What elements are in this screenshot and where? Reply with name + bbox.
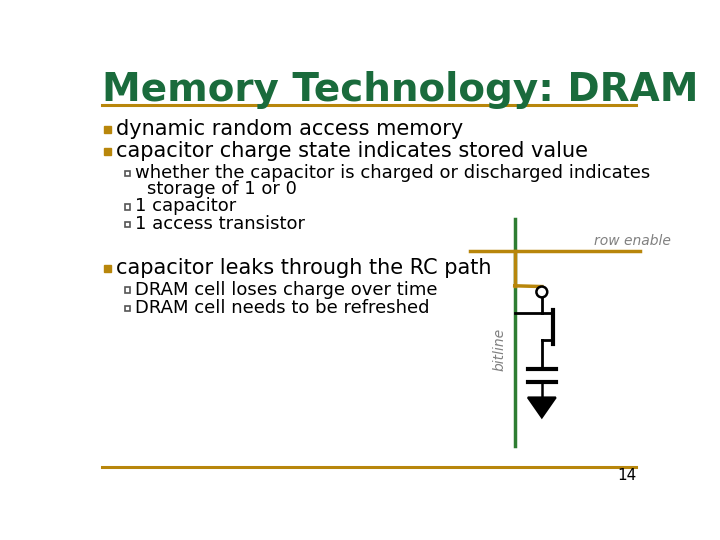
Bar [125,222,130,227]
Polygon shape [528,397,556,417]
Text: Memory Technology: DRAM: Memory Technology: DRAM [102,71,698,109]
Text: capacitor charge state indicates stored value: capacitor charge state indicates stored … [117,141,588,161]
Bar [125,287,130,293]
Text: whether the capacitor is charged or discharged indicates: whether the capacitor is charged or disc… [135,164,650,183]
Text: dynamic random access memory: dynamic random access memory [117,119,464,139]
Text: DRAM cell loses charge over time: DRAM cell loses charge over time [135,281,438,299]
Bar [104,148,111,155]
Bar [125,204,130,210]
Bar [104,126,111,133]
Text: storage of 1 or 0: storage of 1 or 0 [148,180,297,198]
Text: row enable: row enable [594,234,670,248]
Text: 14: 14 [617,468,636,483]
Bar [125,171,130,177]
Text: bitline: bitline [493,328,507,372]
Bar [125,306,130,311]
Text: DRAM cell needs to be refreshed: DRAM cell needs to be refreshed [135,299,429,317]
Text: 1 capacitor: 1 capacitor [135,198,236,215]
Text: 1 access transistor: 1 access transistor [135,215,305,233]
Text: capacitor leaks through the RC path: capacitor leaks through the RC path [117,258,492,278]
Bar [104,265,111,272]
Circle shape [536,287,547,298]
